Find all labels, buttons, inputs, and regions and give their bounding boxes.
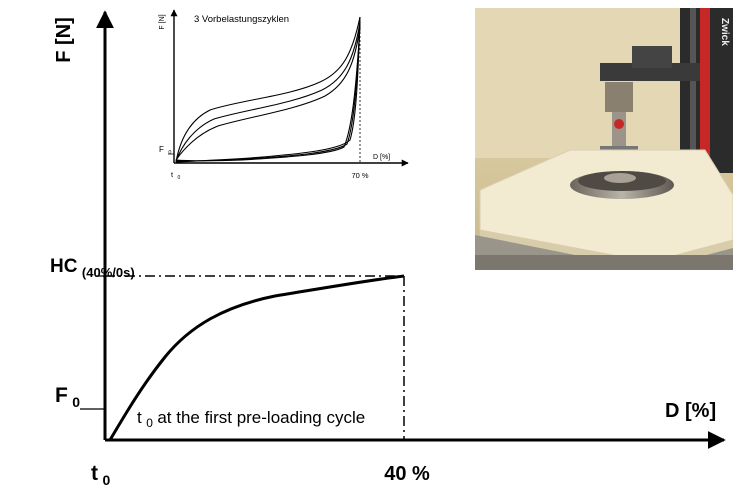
annotation-rest: at the first pre-loading cycle: [157, 408, 365, 427]
inset-t0-main: t: [171, 170, 174, 179]
test-machine-photo: Zwick: [475, 8, 733, 270]
inset-f0-label: F 0: [159, 139, 171, 156]
load-rod: [612, 112, 626, 147]
indenter-plate: [604, 173, 636, 183]
crosshead-block: [632, 46, 672, 68]
inset-f0-sub: 0: [168, 150, 171, 156]
inset-title: 3 Vorbelastungszyklen: [194, 14, 289, 25]
inset-unloading-curve-1: [175, 16, 361, 163]
load-cell: [605, 82, 633, 112]
t0-label-main: t: [91, 462, 98, 485]
hc-label: HC (40%/0s): [50, 256, 135, 280]
photo-floor: [475, 255, 733, 270]
annotation-sub: 0: [146, 416, 153, 430]
inset-t0-label: t 0: [171, 164, 181, 181]
inset-y-label: F [N]: [159, 14, 166, 29]
f0-label-main: F: [55, 384, 68, 407]
t0-label: t 0: [91, 462, 110, 488]
crosshead-arm: [600, 63, 700, 81]
inset-loading-curve-3: [175, 25, 361, 161]
t0-label-sub: 0: [102, 472, 110, 488]
curve-annotation: t 0 at the first pre-loading cycle: [137, 408, 365, 431]
machine-brand-label: Zwick: [719, 18, 730, 46]
inset-chart: 3 Vorbelastungszyklen F [N] D [%] F 0 t …: [159, 9, 409, 181]
load-cell-knob: [614, 119, 624, 129]
inset-loading-curve-2: [175, 21, 361, 162]
f0-label: F 0: [55, 384, 80, 410]
inset-x-label: D [%]: [373, 154, 390, 161]
hc-label-subscript: (40%/0s): [82, 265, 135, 280]
inset-unloading-curve-3: [175, 25, 361, 162]
annotation-t: t: [137, 408, 142, 427]
foam-block: [479, 149, 733, 263]
x-tick-40-label: 40 %: [384, 463, 430, 485]
machine-red-stripe: [700, 8, 710, 163]
inset-f0-main: F: [159, 145, 164, 154]
inset-x-tick-70: 70 %: [351, 171, 368, 180]
loading-curve: [108, 274, 405, 441]
inset-t0-sub: 0: [178, 175, 181, 181]
inset-loading-curve-1: [175, 16, 361, 163]
y-axis-label: F [N]: [53, 17, 75, 63]
machine-column-highlight: [690, 8, 696, 168]
hc-label-main: HC: [50, 256, 78, 277]
f0-label-sub: 0: [72, 394, 80, 410]
x-axis-label: D [%]: [665, 400, 716, 422]
